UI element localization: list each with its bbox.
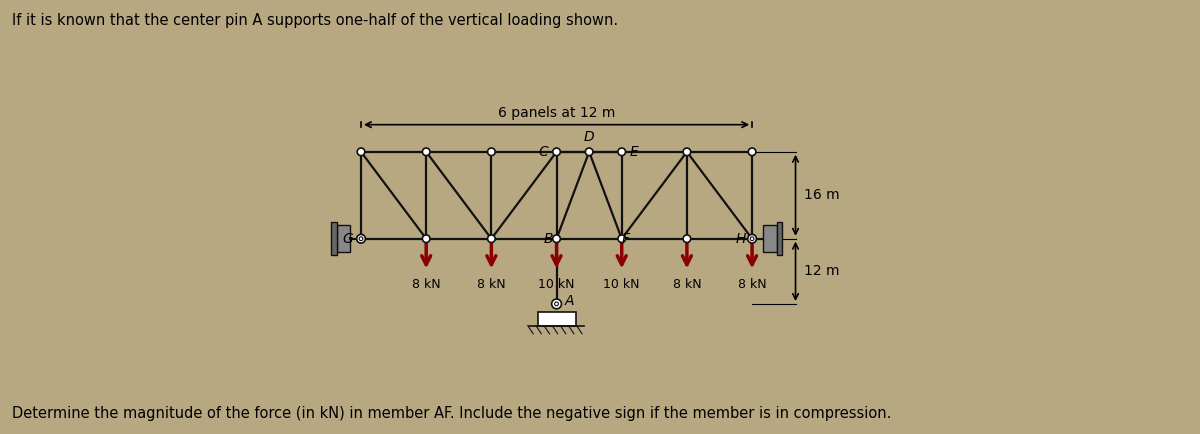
Text: H: H [736,232,746,246]
Circle shape [554,302,558,306]
Text: 10 kN: 10 kN [604,278,640,291]
Text: If it is known that the center pin A supports one-half of the vertical loading s: If it is known that the center pin A sup… [12,13,618,28]
Bar [331,223,336,255]
Text: 8 kN: 8 kN [478,278,505,291]
Text: 10 kN: 10 kN [539,278,575,291]
Circle shape [553,148,560,156]
Text: 16 m: 16 m [804,188,839,202]
Circle shape [749,235,756,243]
Text: 12 m: 12 m [804,264,839,278]
Text: G: G [342,232,353,246]
Bar [538,312,576,326]
Circle shape [487,235,496,243]
Circle shape [750,237,754,240]
Text: B: B [544,232,553,246]
Text: D: D [584,130,594,144]
Bar [763,225,776,252]
Bar [776,223,782,255]
Text: C: C [539,145,548,159]
Circle shape [358,235,365,243]
Circle shape [749,148,756,156]
Circle shape [552,299,562,309]
Circle shape [553,235,560,243]
Circle shape [487,148,496,156]
Circle shape [683,148,691,156]
Text: 8 kN: 8 kN [412,278,440,291]
Circle shape [683,235,691,243]
Circle shape [748,234,756,243]
Circle shape [359,237,362,240]
Text: E: E [630,145,638,159]
Circle shape [422,235,430,243]
Circle shape [586,148,593,156]
Circle shape [356,234,365,243]
Circle shape [422,148,430,156]
Text: 8 kN: 8 kN [738,278,767,291]
Text: 8 kN: 8 kN [672,278,701,291]
Circle shape [358,148,365,156]
Circle shape [618,148,625,156]
Text: Determine the magnitude of the force (in kN) in member AF. Include the negative : Determine the magnitude of the force (in… [12,406,892,421]
Bar [336,225,350,252]
Text: F: F [622,232,630,246]
Circle shape [618,235,625,243]
Text: A: A [565,294,574,308]
Text: 6 panels at 12 m: 6 panels at 12 m [498,106,616,120]
